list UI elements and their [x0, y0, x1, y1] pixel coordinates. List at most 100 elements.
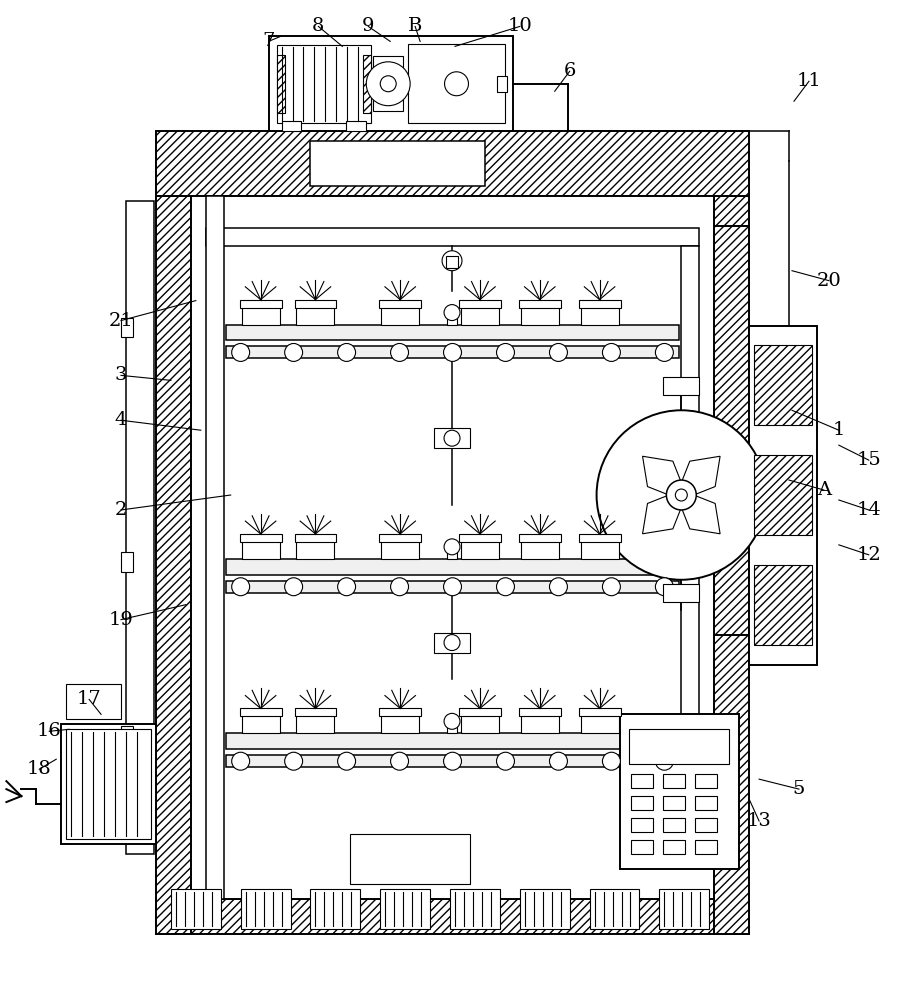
Text: A: A	[816, 481, 830, 499]
Text: 9: 9	[362, 17, 374, 35]
Polygon shape	[641, 491, 684, 534]
Bar	[695, 840, 717, 854]
Bar	[155, 899, 748, 934]
Bar	[695, 796, 717, 810]
Circle shape	[444, 539, 460, 555]
Bar	[630, 818, 652, 832]
Bar	[225, 559, 678, 575]
Bar	[294, 300, 336, 308]
Text: 21: 21	[108, 312, 133, 330]
Bar	[379, 300, 421, 308]
Bar	[630, 840, 652, 854]
Bar	[296, 711, 334, 733]
Circle shape	[391, 752, 408, 770]
Bar	[240, 534, 281, 542]
Text: 19: 19	[108, 611, 133, 629]
Circle shape	[602, 752, 619, 770]
Bar	[449, 889, 499, 929]
Bar	[630, 796, 652, 810]
Circle shape	[337, 343, 355, 361]
Bar	[578, 534, 619, 542]
Bar	[659, 889, 709, 929]
Bar	[380, 537, 419, 559]
Bar	[447, 313, 457, 325]
Text: 5: 5	[792, 780, 804, 798]
Text: 13: 13	[746, 812, 771, 830]
Text: 18: 18	[27, 760, 51, 778]
Bar	[155, 171, 748, 196]
Bar	[379, 708, 421, 716]
Bar	[155, 161, 748, 196]
Bar	[294, 534, 336, 542]
Circle shape	[391, 343, 408, 361]
Bar	[447, 547, 457, 559]
Circle shape	[549, 578, 567, 596]
Bar	[296, 537, 334, 559]
Text: 15: 15	[856, 451, 880, 469]
Text: 14: 14	[856, 501, 880, 519]
Circle shape	[665, 480, 696, 510]
Bar	[446, 256, 458, 268]
Bar	[629, 729, 729, 764]
Circle shape	[441, 251, 461, 271]
Bar	[240, 300, 281, 308]
Bar	[663, 840, 685, 854]
Text: B: B	[407, 17, 422, 35]
Bar	[460, 303, 498, 325]
Bar	[663, 377, 698, 395]
Bar	[748, 326, 816, 665]
Bar	[520, 303, 558, 325]
Text: 7: 7	[262, 32, 275, 50]
Bar	[121, 552, 133, 572]
Bar	[294, 708, 336, 716]
Circle shape	[284, 343, 302, 361]
Text: 12: 12	[856, 546, 880, 564]
Circle shape	[596, 410, 766, 580]
Bar	[459, 300, 500, 308]
Bar	[681, 246, 698, 749]
Bar	[663, 584, 698, 602]
Bar	[754, 455, 811, 535]
Bar	[434, 633, 470, 653]
Bar	[663, 796, 685, 810]
Text: 10: 10	[507, 17, 531, 35]
Bar	[277, 55, 284, 113]
Text: 2: 2	[115, 501, 127, 519]
Circle shape	[380, 76, 396, 92]
Bar	[373, 56, 403, 111]
Text: 16: 16	[37, 722, 62, 740]
Bar	[310, 889, 360, 929]
Bar	[121, 726, 133, 746]
Bar	[434, 428, 470, 448]
Bar	[630, 774, 652, 788]
Circle shape	[444, 305, 460, 321]
Bar	[363, 55, 371, 113]
Bar	[225, 755, 678, 767]
Bar	[380, 303, 419, 325]
Bar	[459, 708, 500, 716]
Bar	[496, 76, 506, 92]
Bar	[121, 318, 133, 337]
Bar	[155, 131, 748, 196]
Bar	[225, 733, 678, 749]
Polygon shape	[641, 456, 684, 499]
Circle shape	[549, 343, 567, 361]
Circle shape	[444, 635, 460, 651]
Circle shape	[337, 752, 355, 770]
Text: 11: 11	[796, 72, 821, 90]
Bar	[713, 226, 748, 635]
Bar	[242, 303, 279, 325]
Polygon shape	[677, 456, 720, 499]
Bar	[206, 228, 698, 246]
Bar	[754, 565, 811, 645]
Circle shape	[549, 752, 567, 770]
Circle shape	[284, 752, 302, 770]
Bar	[408, 44, 505, 123]
Circle shape	[232, 752, 249, 770]
Circle shape	[337, 578, 355, 596]
Bar	[190, 196, 713, 899]
Bar	[713, 161, 748, 934]
Bar	[225, 325, 678, 340]
Circle shape	[443, 752, 461, 770]
Bar	[62, 724, 155, 844]
